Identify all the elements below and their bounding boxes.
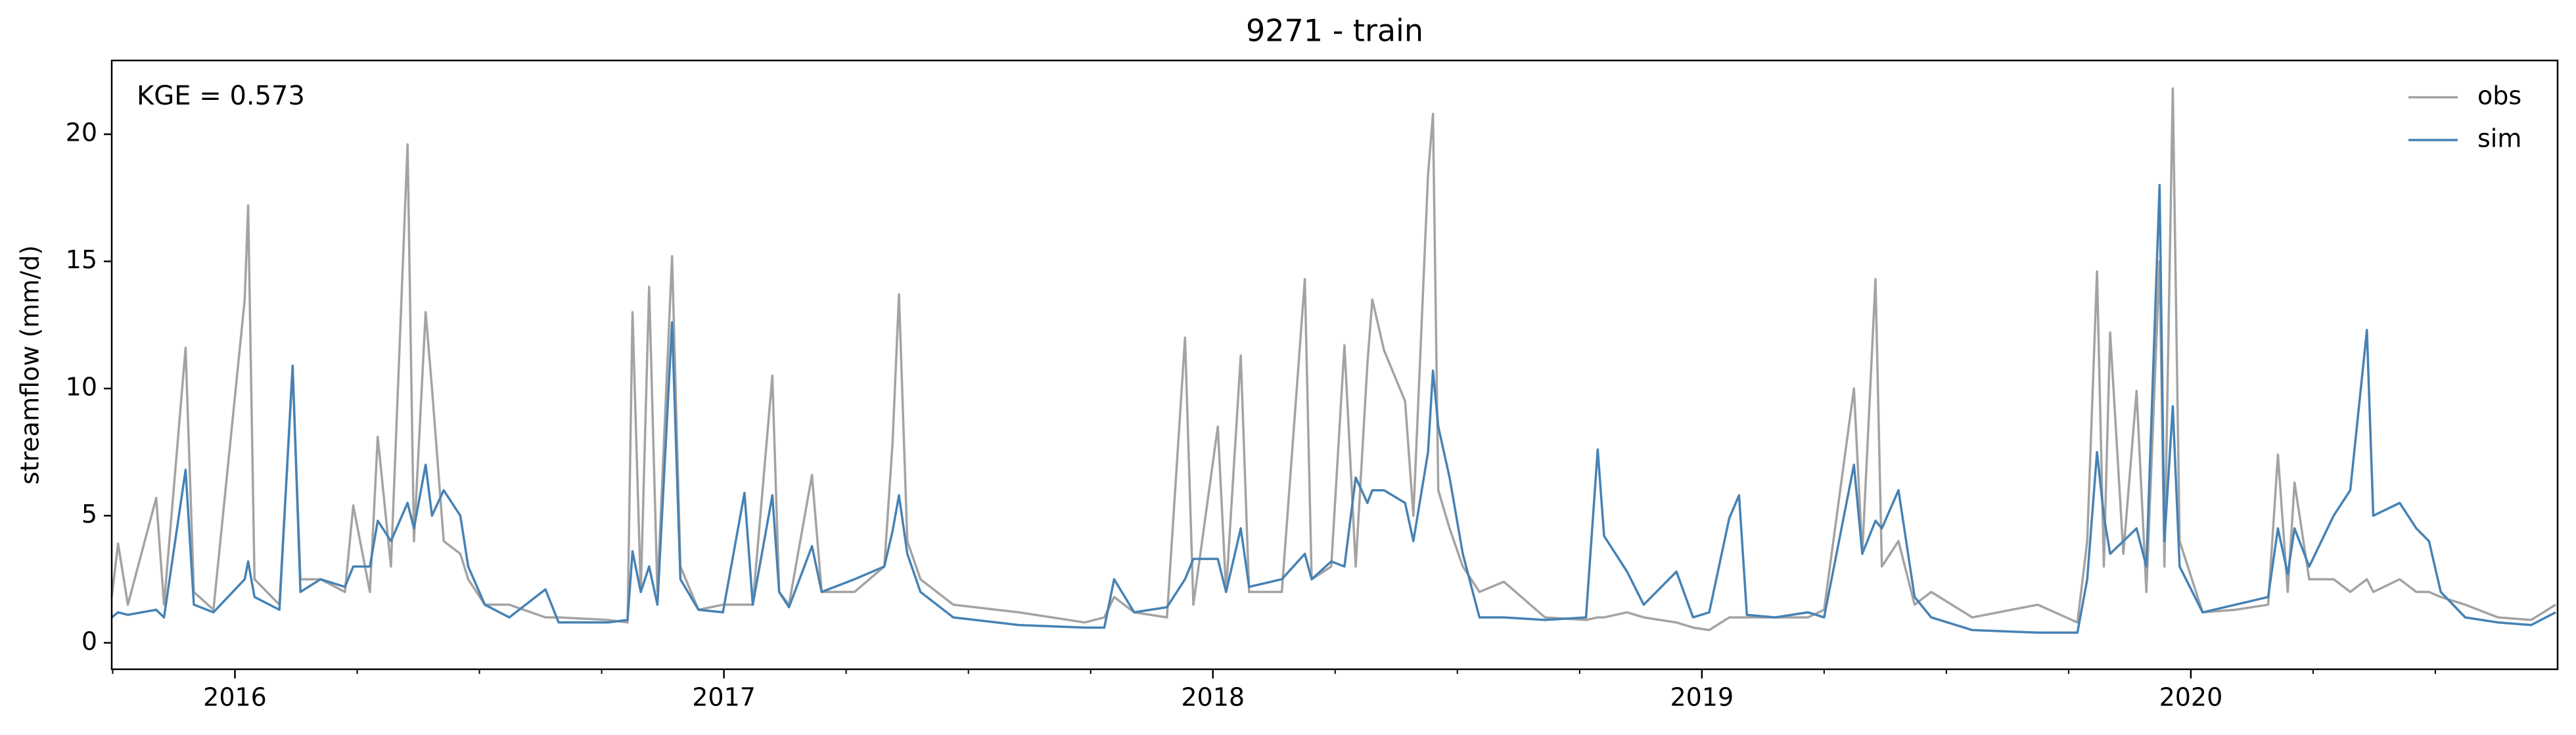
x-tick-label: 2019 bbox=[1670, 683, 1734, 712]
x-tick-label: 2017 bbox=[692, 683, 756, 712]
x-tick-label: 2020 bbox=[2159, 683, 2223, 712]
y-tick-label: 10 bbox=[66, 372, 97, 401]
y-tick-label: 0 bbox=[81, 627, 97, 655]
annotation: KGE = 0.573 bbox=[137, 81, 305, 111]
legend-label: obs bbox=[2477, 82, 2521, 110]
legend-label: sim bbox=[2477, 124, 2521, 153]
x-tick-label: 2018 bbox=[1181, 683, 1245, 712]
y-tick-label: 15 bbox=[66, 245, 97, 274]
series-line bbox=[110, 183, 2556, 634]
chart-title: 9271 - train bbox=[1246, 13, 1423, 49]
x-tick-label: 2016 bbox=[203, 683, 267, 712]
y-axis-label: streamflow (mm/d) bbox=[16, 245, 45, 485]
y-tick-label: 20 bbox=[66, 118, 97, 147]
plot-area bbox=[110, 87, 2556, 634]
y-tick-label: 5 bbox=[81, 500, 97, 529]
